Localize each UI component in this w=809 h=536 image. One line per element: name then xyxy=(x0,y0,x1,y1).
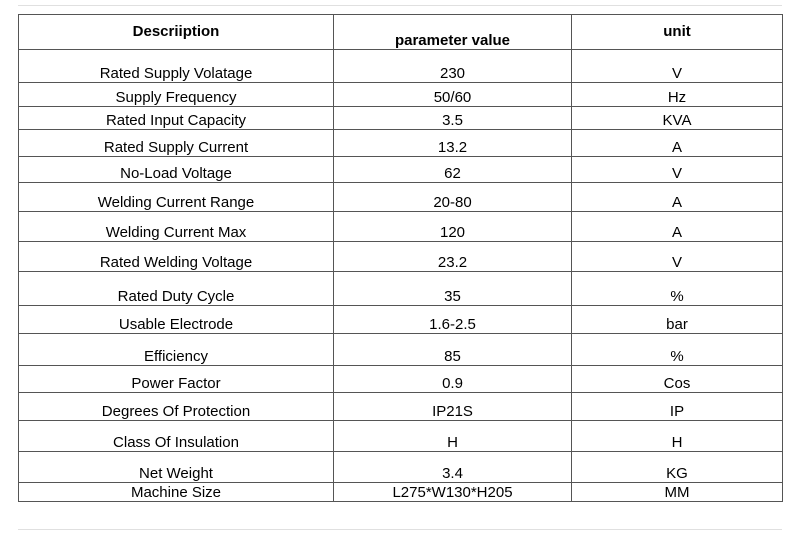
description-cell: Rated Duty Cycle xyxy=(18,271,334,306)
value-cell: 85 xyxy=(333,333,572,366)
unit-cell: A xyxy=(571,129,783,157)
unit-cell: KG xyxy=(571,451,783,483)
table-row: Degrees Of Protection IP21S IP xyxy=(18,392,783,421)
value-cell: 0.9 xyxy=(333,365,572,393)
spec-table: Descriiption parameter value unit Rated … xyxy=(18,14,783,502)
value-cell: 13.2 xyxy=(333,129,572,157)
table-row: Usable Electrode 1.6-2.5 bar xyxy=(18,305,783,334)
description-cell: Rated Welding Voltage xyxy=(18,241,334,272)
value-cell: 35 xyxy=(333,271,572,306)
table-header-row: Descriiption parameter value unit xyxy=(18,14,783,50)
value-cell: L275*W130*H205 xyxy=(333,482,572,502)
header-description: Descriiption xyxy=(18,14,334,50)
description-cell: Welding Current Range xyxy=(18,182,334,212)
frame-bottom-line xyxy=(18,529,782,530)
value-cell: 1.6-2.5 xyxy=(333,305,572,334)
table-row: Rated Supply Volatage 230 V xyxy=(18,49,783,83)
description-cell: Class Of Insulation xyxy=(18,420,334,452)
table-row: Rated Input Capacity 3.5 KVA xyxy=(18,106,783,130)
table-row: No-Load Voltage 62 V xyxy=(18,156,783,183)
spec-table-body: Rated Supply Volatage 230 V Supply Frequenc… xyxy=(18,49,783,502)
description-cell: Supply Frequency xyxy=(18,82,334,107)
unit-cell: KVA xyxy=(571,106,783,130)
unit-cell: H xyxy=(571,420,783,452)
unit-cell: A xyxy=(571,182,783,212)
value-cell: 62 xyxy=(333,156,572,183)
header-parameter-value: parameter value xyxy=(333,14,572,50)
table-row: Supply Frequency 50/60 Hz xyxy=(18,82,783,107)
table-row: Welding Current Max 120 A xyxy=(18,211,783,242)
table-row: Class Of Insulation H H xyxy=(18,420,783,452)
unit-cell: Hz xyxy=(571,82,783,107)
value-cell: 50/60 xyxy=(333,82,572,107)
value-cell: 20-80 xyxy=(333,182,572,212)
table-row: Rated Supply Current 13.2 A xyxy=(18,129,783,157)
description-cell: Rated Input Capacity xyxy=(18,106,334,130)
value-cell: 230 xyxy=(333,49,572,83)
table-row: Power Factor 0.9 Cos xyxy=(18,365,783,393)
unit-cell: A xyxy=(571,211,783,242)
table-row: Rated Welding Voltage 23.2 V xyxy=(18,241,783,272)
description-cell: Efficiency xyxy=(18,333,334,366)
description-cell: No-Load Voltage xyxy=(18,156,334,183)
unit-cell: V xyxy=(571,156,783,183)
unit-cell: IP xyxy=(571,392,783,421)
description-cell: Machine Size xyxy=(18,482,334,502)
table-row: Efficiency 85% xyxy=(18,333,783,366)
description-cell: Rated Supply Current xyxy=(18,129,334,157)
value-cell: 3.5 xyxy=(333,106,572,130)
description-cell: Net Weight xyxy=(18,451,334,483)
unit-cell: V xyxy=(571,49,783,83)
description-cell: Power Factor xyxy=(18,365,334,393)
description-cell: Usable Electrode xyxy=(18,305,334,334)
unit-cell: % xyxy=(571,271,783,306)
frame-top-line xyxy=(18,5,782,6)
description-cell: Welding Current Max xyxy=(18,211,334,242)
value-cell: 3.4 xyxy=(333,451,572,483)
value-cell: 120 xyxy=(333,211,572,242)
unit-cell: MM xyxy=(571,482,783,502)
value-cell: 23.2 xyxy=(333,241,572,272)
unit-cell: % xyxy=(571,333,783,366)
table-row: Rated Duty Cycle 35% xyxy=(18,271,783,306)
unit-cell: Cos xyxy=(571,365,783,393)
value-cell: IP21S xyxy=(333,392,572,421)
table-row: Net Weight 3.4 KG xyxy=(18,451,783,483)
value-cell: H xyxy=(333,420,572,452)
table-row: Machine Size L275*W130*H205 MM xyxy=(18,482,783,502)
header-unit: unit xyxy=(571,14,783,50)
table-row: Welding Current Range 20-80 A xyxy=(18,182,783,212)
description-cell: Rated Supply Volatage xyxy=(18,49,334,83)
unit-cell: bar xyxy=(571,305,783,334)
unit-cell: V xyxy=(571,241,783,272)
description-cell: Degrees Of Protection xyxy=(18,392,334,421)
